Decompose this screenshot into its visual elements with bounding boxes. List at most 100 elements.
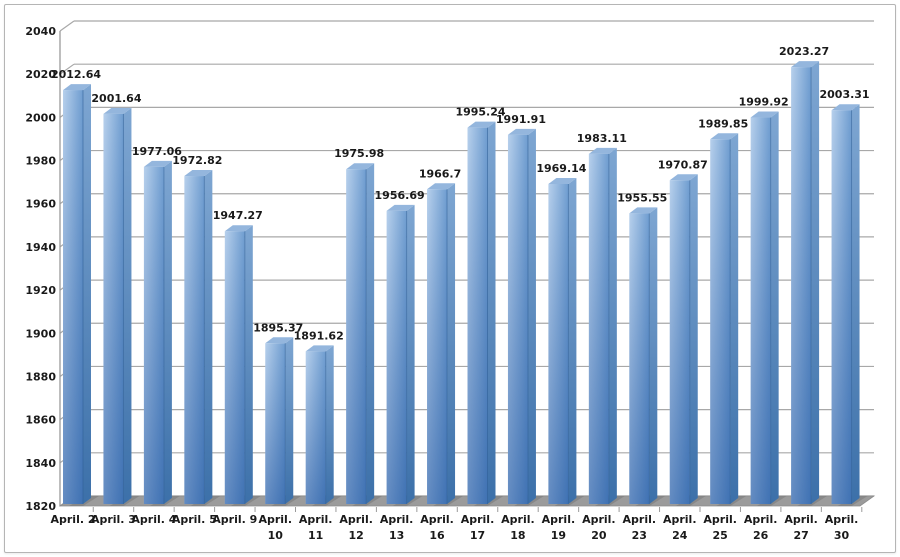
bar-value-label: 1975.98 (334, 147, 384, 160)
x-tick-label: April. 30 (825, 513, 859, 542)
bar-front-shade (548, 183, 569, 505)
y-tick-label: 1860 (25, 414, 56, 427)
bar-top-face (63, 84, 91, 91)
bar-top-face (588, 147, 617, 154)
y-tick-label: 1900 (25, 327, 56, 340)
bar-value-label: 1955.55 (617, 191, 667, 204)
bar-value-label: 1995.24 (455, 106, 505, 119)
x-tick-label: April. 16 (420, 513, 454, 542)
bar-front-shade (629, 213, 650, 505)
bar-front-shade (143, 166, 164, 504)
bar-front-shade (507, 134, 528, 504)
bar-side-face (487, 121, 496, 505)
bar-side-face (244, 225, 253, 504)
bar-top-face (103, 107, 132, 114)
bar-value-label: 1991.91 (496, 113, 546, 126)
bar-front-shade (588, 153, 609, 504)
bar-top-face (710, 133, 739, 140)
bar-value-label: 1956.69 (375, 189, 425, 202)
bar-side-face (770, 111, 779, 504)
bar-value-label: 1891.62 (294, 329, 344, 342)
bar-side-face (163, 160, 172, 504)
x-tick-label: April. 4 (131, 513, 176, 526)
bar-top-face (791, 61, 820, 68)
bar-front-shade (103, 113, 124, 504)
bar-value-label: 2003.31 (819, 88, 869, 101)
x-tick-label: April. 25 (703, 513, 737, 542)
x-tick-label: April. 18 (501, 513, 535, 542)
x-tick-label: April. 10 (258, 513, 292, 542)
bar-value-label: 1947.27 (213, 209, 263, 222)
bar-side-face (325, 345, 334, 504)
x-tick-label: April. 19 (542, 513, 576, 542)
bar-side-face (608, 147, 617, 504)
bar-side-face (83, 84, 91, 505)
bar-front-shade (224, 231, 245, 504)
x-tick-label: April. 23 (623, 513, 657, 542)
bar-top-face (467, 121, 496, 128)
bar-front-shade (467, 127, 488, 505)
x-tick-label: April. 11 (299, 513, 333, 542)
bar-front-shade (427, 189, 448, 505)
bar-value-label: 1999.92 (739, 96, 789, 109)
y-tick-label: 1960 (25, 198, 56, 211)
bar-value-label: 1972.82 (172, 154, 222, 167)
bar-front-shade (669, 180, 690, 505)
bar-side-face (649, 207, 658, 505)
x-tick-label: April. 13 (380, 513, 414, 542)
bar-value-label: 1977.06 (132, 145, 182, 158)
gridline-diagonal (59, 63, 75, 75)
bar-side-face (730, 133, 739, 504)
bar-value-label: 2012.64 (51, 68, 101, 81)
y-tick-label: 1820 (25, 500, 56, 513)
y-tick-label: 1880 (25, 370, 56, 383)
bar-top-face (831, 104, 860, 111)
bar-side-face (811, 61, 820, 505)
bar-value-label: 1983.11 (577, 132, 627, 145)
bar-top-face (750, 111, 779, 118)
bar-value-label: 1895.37 (253, 321, 303, 334)
bar-front-shade (831, 110, 852, 505)
bar-side-face (689, 174, 698, 505)
y-tick-label: 2040 (25, 25, 56, 38)
bar-top-face (386, 204, 415, 211)
bar-side-face (123, 107, 132, 504)
bar-side-face (366, 163, 375, 504)
y-tick-label: 1940 (25, 241, 56, 254)
bar-side-face (568, 177, 577, 505)
bar-side-face (204, 170, 213, 504)
bar-front-shade (305, 351, 326, 504)
bar-front-shade (791, 67, 812, 505)
x-tick-label: April. 17 (461, 513, 495, 542)
bar-top-face (346, 163, 375, 170)
y-tick-label: 1920 (25, 284, 56, 297)
bar-top-face (548, 177, 577, 184)
bar-top-face (143, 160, 172, 167)
bar-side-face (851, 104, 860, 505)
bar-top-face (184, 170, 213, 177)
bar-top-face (507, 128, 536, 135)
gridline-diagonal (59, 20, 75, 32)
bar-front-shade (386, 210, 407, 504)
bar-value-label: 2023.27 (779, 45, 829, 58)
bar-top-face (427, 183, 456, 190)
bar-side-face (527, 128, 536, 504)
bar-top-face (305, 345, 334, 352)
bar-side-face (406, 204, 415, 504)
bar-front-shade (265, 343, 286, 504)
bar-top-face (669, 174, 698, 181)
bar-value-label: 1970.87 (658, 158, 708, 171)
bar-value-label: 1969.14 (536, 162, 586, 175)
bar-front-shade (750, 117, 771, 504)
y-tick-label: 2000 (25, 111, 56, 124)
x-tick-label: April. 26 (744, 513, 778, 542)
x-tick-label: April. 27 (784, 513, 818, 542)
x-tick-label: April. 24 (663, 513, 697, 542)
x-tick-label: April. 3 (91, 513, 136, 526)
bar-top-face (224, 225, 253, 232)
x-tick-label: April. 12 (339, 513, 373, 542)
bar-side-face (447, 183, 456, 505)
bar-top-face (265, 337, 294, 344)
y-tick-label: 2020 (25, 68, 56, 81)
